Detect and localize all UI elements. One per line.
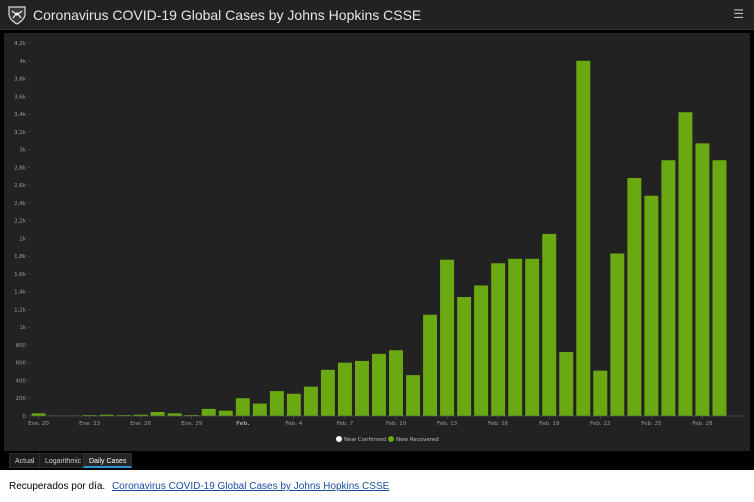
x-tick-label: Feb. (236, 421, 249, 427)
y-tick-label: 0 (23, 414, 27, 420)
bar[interactable] (320, 369, 335, 416)
bar[interactable] (82, 415, 97, 416)
x-tick-label: Feb. 19 (539, 421, 560, 427)
bar[interactable] (610, 253, 625, 416)
caption-source-link[interactable]: Coronavirus COVID-19 Global Cases by Joh… (111, 481, 390, 492)
tab-actual[interactable]: Actual (9, 453, 41, 468)
x-tick-label: Ene. 26 (130, 421, 151, 427)
bar[interactable] (201, 408, 216, 416)
y-tick-label: 3,2k (14, 130, 27, 136)
y-tick-label: 2,6k (14, 183, 27, 189)
bar[interactable] (337, 362, 352, 416)
y-tick-label: 3k (19, 148, 26, 154)
dashboard-window: Coronavirus COVID-19 Global Cases by Joh… (0, 0, 754, 470)
bar[interactable] (99, 414, 114, 416)
y-axis: 0 200 400 600 800 1k 1,2k 1,4k 1,6k 1,8k 2k 2,2k 2,4… (14, 41, 30, 420)
bar[interactable] (491, 263, 506, 416)
chart-legend: New Confirmed New Recovered (336, 436, 439, 443)
figure-caption: Recuperados por día. Coronavirus COVID-1… (9, 481, 389, 492)
y-tick-label: 3,6k (14, 94, 27, 100)
tab-logarithmic[interactable]: Logarithmic (39, 453, 88, 468)
bar[interactable] (508, 258, 523, 416)
caption-text: Recuperados por día. (9, 481, 106, 492)
y-tick-label: 4k (19, 59, 26, 65)
y-tick-label: 200 (16, 396, 27, 402)
y-tick-label: 1,2k (14, 307, 27, 313)
y-tick-label: 3,4k (14, 112, 27, 118)
bar[interactable] (116, 415, 131, 416)
y-tick-label: 3,8k (14, 77, 27, 83)
y-tick-label: 600 (16, 361, 27, 367)
x-tick-label: Feb. 10 (386, 421, 407, 427)
bar[interactable] (269, 391, 284, 416)
hamburger-menu-icon[interactable]: ☰ (733, 7, 744, 21)
bar[interactable] (389, 350, 403, 416)
x-tick-label: Ene. 20 (28, 421, 49, 427)
bar[interactable] (218, 410, 233, 416)
bar[interactable] (354, 360, 369, 416)
bar[interactable] (576, 60, 591, 416)
bar[interactable] (457, 296, 472, 416)
bar[interactable] (150, 412, 165, 416)
y-tick-label: 800 (16, 343, 27, 349)
bar[interactable] (712, 160, 727, 416)
bar[interactable] (167, 413, 182, 416)
legend-swatch[interactable] (388, 436, 394, 442)
y-tick-label: 1,4k (14, 290, 27, 296)
bar[interactable] (559, 352, 574, 416)
legend-label[interactable]: New Recovered (396, 437, 439, 443)
x-tick-label: Feb. 7 (337, 421, 354, 427)
y-tick-label: 1,6k (14, 272, 27, 278)
bar[interactable] (593, 370, 608, 416)
bar[interactable] (423, 314, 438, 416)
bar[interactable] (133, 414, 148, 416)
bar[interactable] (440, 259, 455, 416)
bar[interactable] (644, 195, 659, 416)
x-tick-label: Feb. 25 (641, 421, 662, 427)
bar[interactable] (303, 386, 318, 416)
jhu-shield-logo-icon (8, 6, 26, 25)
bar-series (31, 60, 727, 417)
x-axis: Ene. 20 Ene. 23 Ene. 26 Ene. 29 Feb. Feb. 4 Fe… (28, 415, 745, 427)
bar[interactable] (474, 285, 489, 416)
x-tick-label: Ene. 29 (181, 421, 202, 427)
bar[interactable] (678, 112, 693, 417)
chart-panel: 0 200 400 600 800 1k 1,2k 1,4k 1,6k 1,8k 2k 2,2k 2,4… (4, 33, 750, 451)
bar[interactable] (31, 413, 46, 416)
daily-cases-bar-chart: 0 200 400 600 800 1k 1,2k 1,4k 1,6k 1,8k 2k 2,2k 2,4… (14, 41, 745, 443)
x-tick-label: Feb. 22 (590, 421, 610, 427)
y-tick-label: 400 (16, 378, 27, 384)
bar[interactable] (661, 160, 676, 416)
bar[interactable] (542, 233, 557, 416)
bar[interactable] (184, 415, 199, 416)
bar[interactable] (372, 353, 386, 416)
x-tick-label: Ene. 23 (79, 421, 100, 427)
bar[interactable] (406, 375, 421, 416)
window-title: Coronavirus COVID-19 Global Cases by Joh… (33, 7, 422, 23)
y-tick-label: 4,2k (14, 41, 27, 47)
tab-daily-cases[interactable]: Daily Cases (83, 453, 133, 468)
bar[interactable] (525, 258, 540, 416)
y-tick-label: 1k (19, 325, 26, 331)
legend-label[interactable]: New Confirmed (344, 437, 386, 443)
bar[interactable] (286, 393, 301, 416)
bar[interactable] (695, 143, 710, 416)
bar[interactable] (627, 177, 642, 416)
x-tick-label: Feb. 28 (692, 421, 713, 427)
bar[interactable] (252, 403, 267, 416)
title-bar: Coronavirus COVID-19 Global Cases by Joh… (0, 0, 754, 30)
x-tick-label: Feb. 4 (286, 421, 303, 427)
y-tick-label: 1,8k (14, 254, 27, 260)
x-tick-label: Feb. 13 (437, 421, 458, 427)
y-tick-label: 2,2k (14, 219, 27, 225)
y-tick-label: 2k (19, 236, 26, 242)
bar[interactable] (235, 398, 250, 416)
y-tick-label: 2,8k (14, 165, 27, 171)
x-tick-label: Feb. 16 (488, 421, 509, 427)
legend-swatch[interactable] (336, 436, 342, 442)
tab-bar: Actual Logarithmic Daily Cases (0, 451, 754, 470)
y-tick-label: 2,4k (14, 201, 27, 207)
